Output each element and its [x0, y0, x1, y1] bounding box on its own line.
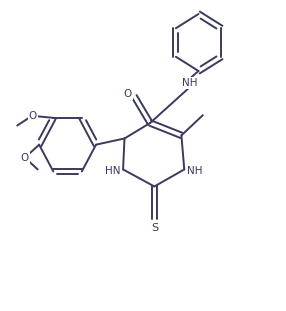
Text: NH: NH: [187, 166, 203, 176]
Text: O: O: [29, 111, 37, 121]
Text: S: S: [151, 223, 158, 233]
Text: HN: HN: [104, 166, 120, 176]
Text: NH: NH: [182, 78, 198, 88]
Text: O: O: [21, 153, 29, 163]
Text: O: O: [124, 89, 132, 99]
